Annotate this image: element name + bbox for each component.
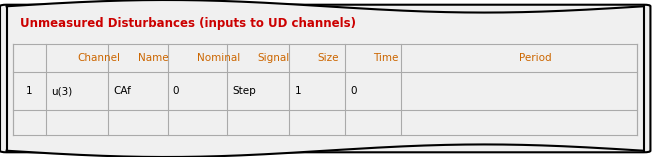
Text: Size: Size (317, 53, 338, 63)
PathPatch shape (7, 0, 644, 157)
Text: Time: Time (373, 53, 398, 63)
FancyBboxPatch shape (0, 5, 650, 152)
Text: CAf: CAf (114, 86, 131, 96)
Text: Unmeasured Disturbances (inputs to UD channels): Unmeasured Disturbances (inputs to UD ch… (20, 17, 355, 30)
Text: Channel: Channel (78, 53, 120, 63)
Text: Period: Period (519, 53, 552, 63)
Text: 0: 0 (173, 86, 179, 96)
Text: Signal: Signal (258, 53, 290, 63)
Text: 1: 1 (26, 86, 33, 96)
Text: 1: 1 (294, 86, 301, 96)
Text: u(3): u(3) (51, 86, 72, 96)
Text: 0: 0 (350, 86, 357, 96)
Text: Name: Name (138, 53, 169, 63)
Text: Nominal: Nominal (197, 53, 240, 63)
Text: Step: Step (232, 86, 256, 96)
